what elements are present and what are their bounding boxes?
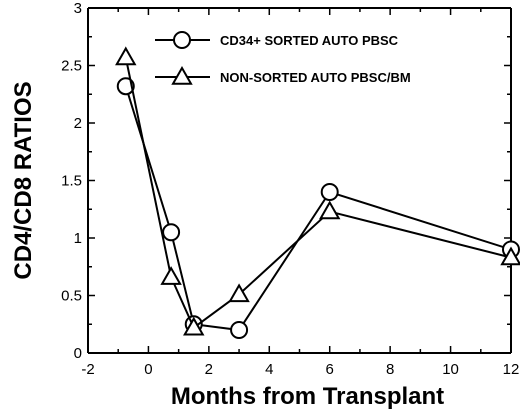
x-tick-label: -2 xyxy=(81,361,94,378)
legend-circle-marker xyxy=(173,31,191,49)
x-tick-label: 0 xyxy=(144,361,152,378)
y-tick-label: 3 xyxy=(74,0,82,17)
y-tick-label: 0.5 xyxy=(61,288,82,305)
x-ticks: -2 0 2 4 6 8 10 12 xyxy=(81,8,519,378)
circle-point xyxy=(320,183,339,201)
series-1 xyxy=(116,77,520,339)
legend-label: NON-SORTED AUTO PBSC/BM xyxy=(220,70,411,85)
y-tick-label: 2.5 xyxy=(61,58,82,75)
y-axis-title: CD4/CD8 RATIOS xyxy=(10,81,37,279)
y-tick-label: 1 xyxy=(74,230,82,247)
legend-item: NON-SORTED AUTO PBSC/BM xyxy=(155,65,411,85)
x-tick-label: 6 xyxy=(326,361,334,378)
series-line xyxy=(124,85,512,332)
x-tick-label: 8 xyxy=(386,361,394,378)
legend-item: CD34+ SORTED AUTO PBSC xyxy=(155,31,399,49)
x-tick-label: 10 xyxy=(442,361,459,378)
triangle-point xyxy=(228,283,250,303)
series-2 xyxy=(115,46,520,336)
y-tick-label: 0 xyxy=(74,345,82,362)
triangle-point xyxy=(183,316,205,336)
x-tick-label: 12 xyxy=(503,361,520,378)
circle-point xyxy=(116,77,135,96)
circle-point xyxy=(162,223,181,242)
triangle-point xyxy=(318,200,341,220)
legend: CD34+ SORTED AUTO PBSC NON-SORTED AUTO PB… xyxy=(155,31,411,85)
y-tick-label: 2 xyxy=(74,115,82,132)
y-ticks: 0 0.5 1 1.5 2 2.5 3 xyxy=(61,0,511,362)
triangle-point xyxy=(160,266,182,285)
series-layer xyxy=(115,46,520,339)
x-axis-title: Months from Transplant xyxy=(171,383,444,410)
triangle-point xyxy=(115,46,137,66)
legend-triangle-marker xyxy=(171,65,193,85)
legend-label: CD34+ SORTED AUTO PBSC xyxy=(220,33,399,48)
x-tick-label: 4 xyxy=(265,361,273,378)
triangle-point xyxy=(500,246,520,266)
y-tick-label: 1.5 xyxy=(61,173,82,190)
series-line xyxy=(124,57,512,330)
x-tick-label: 2 xyxy=(205,361,213,378)
circle-point xyxy=(230,321,249,339)
